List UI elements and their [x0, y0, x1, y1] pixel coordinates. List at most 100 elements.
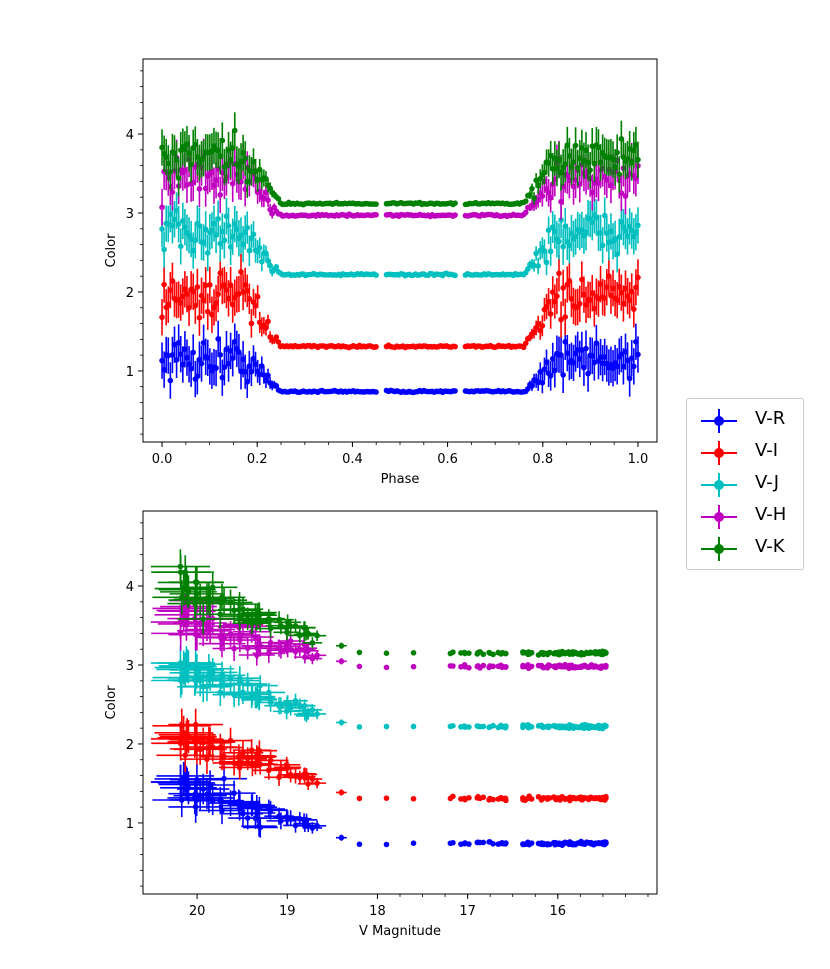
legend-item-v-r: V-R	[687, 405, 803, 435]
data-point	[520, 662, 526, 669]
data-point	[246, 283, 253, 315]
y-tick-label: 4	[126, 128, 134, 143]
x-tick-label: 0.4	[342, 452, 363, 467]
data-point	[159, 189, 165, 226]
data-point	[265, 193, 271, 207]
data-point	[335, 719, 347, 726]
data-point	[383, 664, 390, 671]
data-point	[293, 650, 316, 664]
data-point	[520, 650, 526, 656]
legend: V-R V-I V-J V-H V-K	[686, 398, 804, 570]
legend-label-v-i: V-I	[755, 440, 779, 461]
data-point	[522, 198, 529, 205]
legend-marker-v-j	[701, 473, 737, 497]
data-point	[158, 767, 216, 802]
data-point	[373, 201, 379, 208]
data-point	[547, 236, 554, 267]
data-point	[167, 153, 174, 191]
data-point	[204, 234, 211, 272]
data-point	[587, 151, 593, 189]
series-v-k	[150, 549, 609, 658]
data-point	[583, 330, 589, 367]
data-point	[526, 650, 533, 657]
data-point	[229, 165, 236, 202]
data-point	[183, 727, 235, 757]
data-point	[447, 840, 454, 847]
series-v-r	[159, 320, 641, 399]
data-point	[222, 597, 264, 621]
data-point	[533, 246, 539, 261]
x-tick-label: 0.8	[532, 452, 553, 467]
data-point	[490, 722, 496, 729]
data-point	[275, 339, 282, 345]
data-point	[522, 209, 529, 216]
legend-item-v-i: V-I	[687, 437, 803, 467]
data-point	[447, 650, 454, 657]
data-point	[215, 275, 221, 313]
data-point	[256, 237, 263, 259]
data-point	[526, 794, 533, 801]
data-point	[447, 663, 454, 669]
data-point	[158, 718, 216, 752]
data-point	[410, 723, 417, 730]
data-point	[335, 789, 347, 796]
data-point	[520, 722, 526, 728]
x-tick-label: 17	[459, 904, 476, 919]
data-point	[383, 795, 390, 801]
data-point	[599, 227, 606, 264]
data-point	[204, 293, 211, 330]
data-point	[221, 222, 228, 259]
data-point	[553, 840, 559, 846]
data-point	[383, 723, 390, 730]
data-point	[169, 618, 224, 651]
data-point	[212, 635, 256, 662]
data-point	[410, 796, 417, 802]
series-v-j	[150, 645, 609, 732]
data-point	[356, 649, 363, 656]
data-point	[577, 650, 584, 657]
data-point	[458, 650, 464, 656]
data-point	[520, 344, 527, 351]
y-tick-label: 2	[126, 286, 134, 301]
data-point	[480, 662, 487, 669]
data-point	[558, 336, 564, 374]
data-point	[466, 724, 472, 730]
y-tick-label: 3	[126, 659, 134, 674]
data-point	[558, 301, 564, 338]
data-point	[218, 592, 261, 617]
data-point	[535, 652, 542, 658]
data-point	[161, 266, 167, 303]
data-point	[447, 723, 454, 730]
data-point	[572, 127, 579, 164]
data-point	[622, 177, 629, 215]
data-point	[599, 796, 606, 802]
data-point	[169, 566, 224, 599]
data-point	[452, 272, 458, 279]
data-point	[283, 769, 308, 784]
data-point	[635, 141, 641, 178]
x-tick-label: 20	[189, 904, 206, 919]
data-point	[535, 723, 542, 729]
data-point	[543, 249, 550, 276]
data-point	[217, 336, 224, 374]
x-tick-label: 1.0	[628, 452, 649, 467]
data-point	[498, 651, 504, 657]
data-point	[480, 794, 487, 801]
data-point	[458, 664, 464, 670]
data-point	[480, 723, 487, 730]
data-point	[553, 724, 559, 730]
data-point	[587, 663, 593, 670]
data-point	[556, 255, 562, 292]
data-point	[635, 259, 641, 296]
data-point	[498, 840, 504, 847]
data-point	[266, 697, 296, 715]
data-point	[452, 212, 458, 218]
data-point	[196, 600, 244, 629]
data-point	[452, 200, 458, 206]
data-point	[562, 298, 569, 336]
data-point	[266, 641, 296, 659]
data-point	[267, 259, 273, 272]
x-axis-label: Phase	[381, 472, 420, 487]
data-point	[587, 840, 593, 846]
data-point	[273, 263, 280, 270]
